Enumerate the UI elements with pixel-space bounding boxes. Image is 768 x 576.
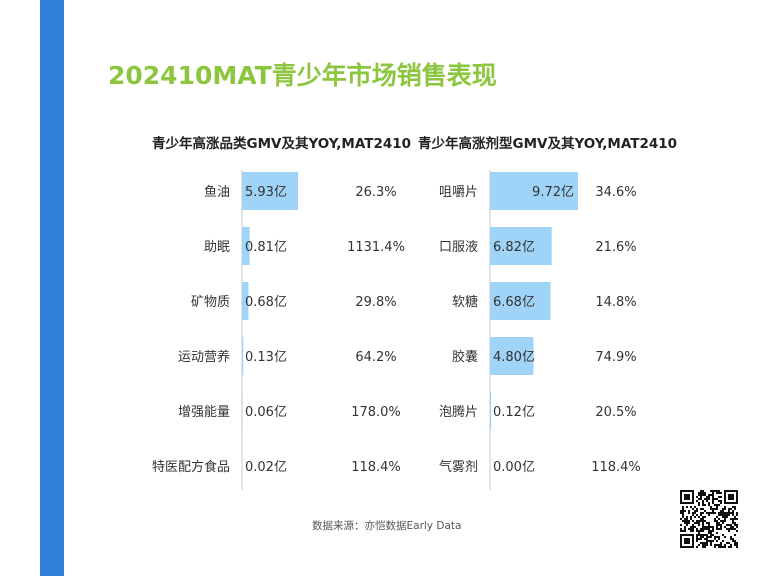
- value-label: 0.13亿: [245, 350, 287, 365]
- value-label: 9.72亿: [532, 185, 574, 200]
- category-label: 特医配方食品: [152, 459, 230, 475]
- value-label: 0.81亿: [245, 240, 287, 255]
- value-label: 6.82亿: [493, 240, 535, 255]
- chart-title-left: 青少年高涨品类GMV及其YOY,MAT2410: [152, 136, 412, 152]
- bar: [242, 337, 244, 375]
- page-title: 202410MAT青少年市场销售表现: [108, 61, 497, 90]
- yoy-label: 29.8%: [355, 295, 396, 310]
- category-label: 口服液: [439, 240, 478, 255]
- category-label: 运动营养: [178, 349, 230, 365]
- category-label: 软糖: [452, 294, 478, 310]
- yoy-label: 118.4%: [351, 460, 401, 475]
- yoy-label: 118.4%: [591, 460, 641, 475]
- yoy-label: 20.5%: [595, 405, 636, 420]
- value-label: 5.93亿: [245, 185, 287, 200]
- value-label: 6.68亿: [493, 295, 535, 310]
- bar: [490, 392, 492, 430]
- bar: [242, 282, 249, 320]
- category-label: 助眠: [204, 240, 230, 255]
- yoy-label: 14.8%: [595, 295, 636, 310]
- bar: [490, 172, 578, 210]
- yoy-label: 21.6%: [595, 240, 636, 255]
- value-label: 4.80亿: [493, 350, 535, 365]
- bar: [490, 227, 552, 265]
- yoy-label: 34.6%: [595, 185, 636, 200]
- accent-bar: [40, 0, 64, 576]
- value-label: 0.00亿: [493, 460, 535, 475]
- value-label: 0.68亿: [245, 295, 287, 310]
- yoy-label: 64.2%: [355, 350, 396, 365]
- category-label: 泡腾片: [439, 404, 478, 420]
- bar: [490, 282, 551, 320]
- bar: [242, 392, 243, 430]
- value-label: 0.02亿: [245, 460, 287, 475]
- bar: [242, 172, 299, 210]
- yoy-label: 74.9%: [595, 350, 636, 365]
- yoy-label: 178.0%: [351, 405, 401, 420]
- bar: [242, 227, 250, 265]
- bar: [490, 337, 534, 375]
- category-label: 气雾剂: [439, 459, 478, 475]
- value-label: 0.12亿: [493, 405, 535, 420]
- category-label: 鱼油: [204, 184, 230, 200]
- qr-code-icon: [680, 490, 738, 548]
- category-label: 胶囊: [452, 349, 478, 365]
- category-label: 矿物质: [191, 295, 230, 310]
- yoy-label: 1131.4%: [347, 240, 405, 255]
- source-note: 数据来源：亦恺数据Early Data: [312, 520, 462, 532]
- value-label: 0.06亿: [245, 405, 287, 420]
- yoy-label: 26.3%: [355, 185, 396, 200]
- chart-title-right: 青少年高涨剂型GMV及其YOY,MAT2410: [418, 136, 678, 152]
- category-label: 咀嚼片: [439, 185, 478, 200]
- category-label: 增强能量: [178, 405, 230, 420]
